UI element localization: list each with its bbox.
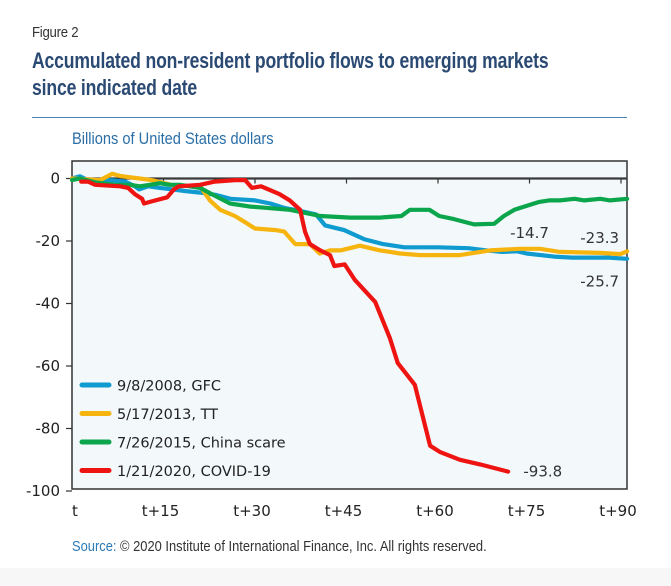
legend-label: 5/17/2013, TT (117, 407, 218, 423)
y-tick-label: 0 (50, 170, 60, 188)
end-value-label: -14.7 (510, 224, 549, 242)
legend-label: 7/26/2015, China scare (117, 436, 286, 452)
x-tick-label: t+60 (416, 502, 454, 520)
y-tick-label: -100 (26, 482, 60, 500)
x-tick-label: t+90 (599, 502, 637, 520)
y-tick-label: -20 (36, 232, 61, 250)
annotation-layer: -14.7 -23.3 -25.7 -93.8 (510, 224, 619, 480)
x-tick-label: t+45 (325, 502, 363, 520)
y-tick-label: -80 (36, 420, 61, 438)
end-value-label: -93.8 (523, 463, 562, 481)
legend-label: 9/8/2008, GFC (117, 379, 221, 395)
series-line (79, 178, 511, 474)
source-text: © 2020 Institute of International Financ… (116, 538, 487, 555)
end-value-label: -25.7 (580, 273, 619, 291)
x-tick-label: t (72, 502, 78, 520)
bottom-band (0, 568, 671, 586)
x-axis: t t+15 t+30 t+45 t+60 t+75 t+90 (72, 178, 637, 520)
units-label: Billions of United States dollars (72, 129, 274, 148)
end-value-label: -23.3 (580, 229, 619, 247)
figure-label: Figure 2 (32, 24, 79, 41)
y-tick-label: -40 (36, 295, 61, 313)
legend-label: 1/21/2020, COVID-19 (117, 464, 271, 480)
series-layer (69, 171, 630, 474)
y-tick-label: -60 (36, 357, 61, 375)
series-line (69, 176, 630, 227)
legend: 9/8/2008, GFC 5/17/2013, TT 7/26/2015, Chi… (79, 379, 286, 480)
title-divider (32, 117, 627, 118)
x-tick-label: t+15 (142, 502, 180, 520)
y-axis: 0 -20 -40 -60 -80 -100 (26, 170, 72, 500)
x-tick-label: t+75 (508, 502, 546, 520)
chart-title: Accumulated non-resident portfolio flows… (32, 48, 549, 100)
source-note: Source: © 2020 Institute of Internationa… (72, 538, 487, 555)
x-tick-label: t+30 (233, 502, 271, 520)
series-line (69, 171, 630, 258)
source-label: Source: (72, 538, 117, 555)
